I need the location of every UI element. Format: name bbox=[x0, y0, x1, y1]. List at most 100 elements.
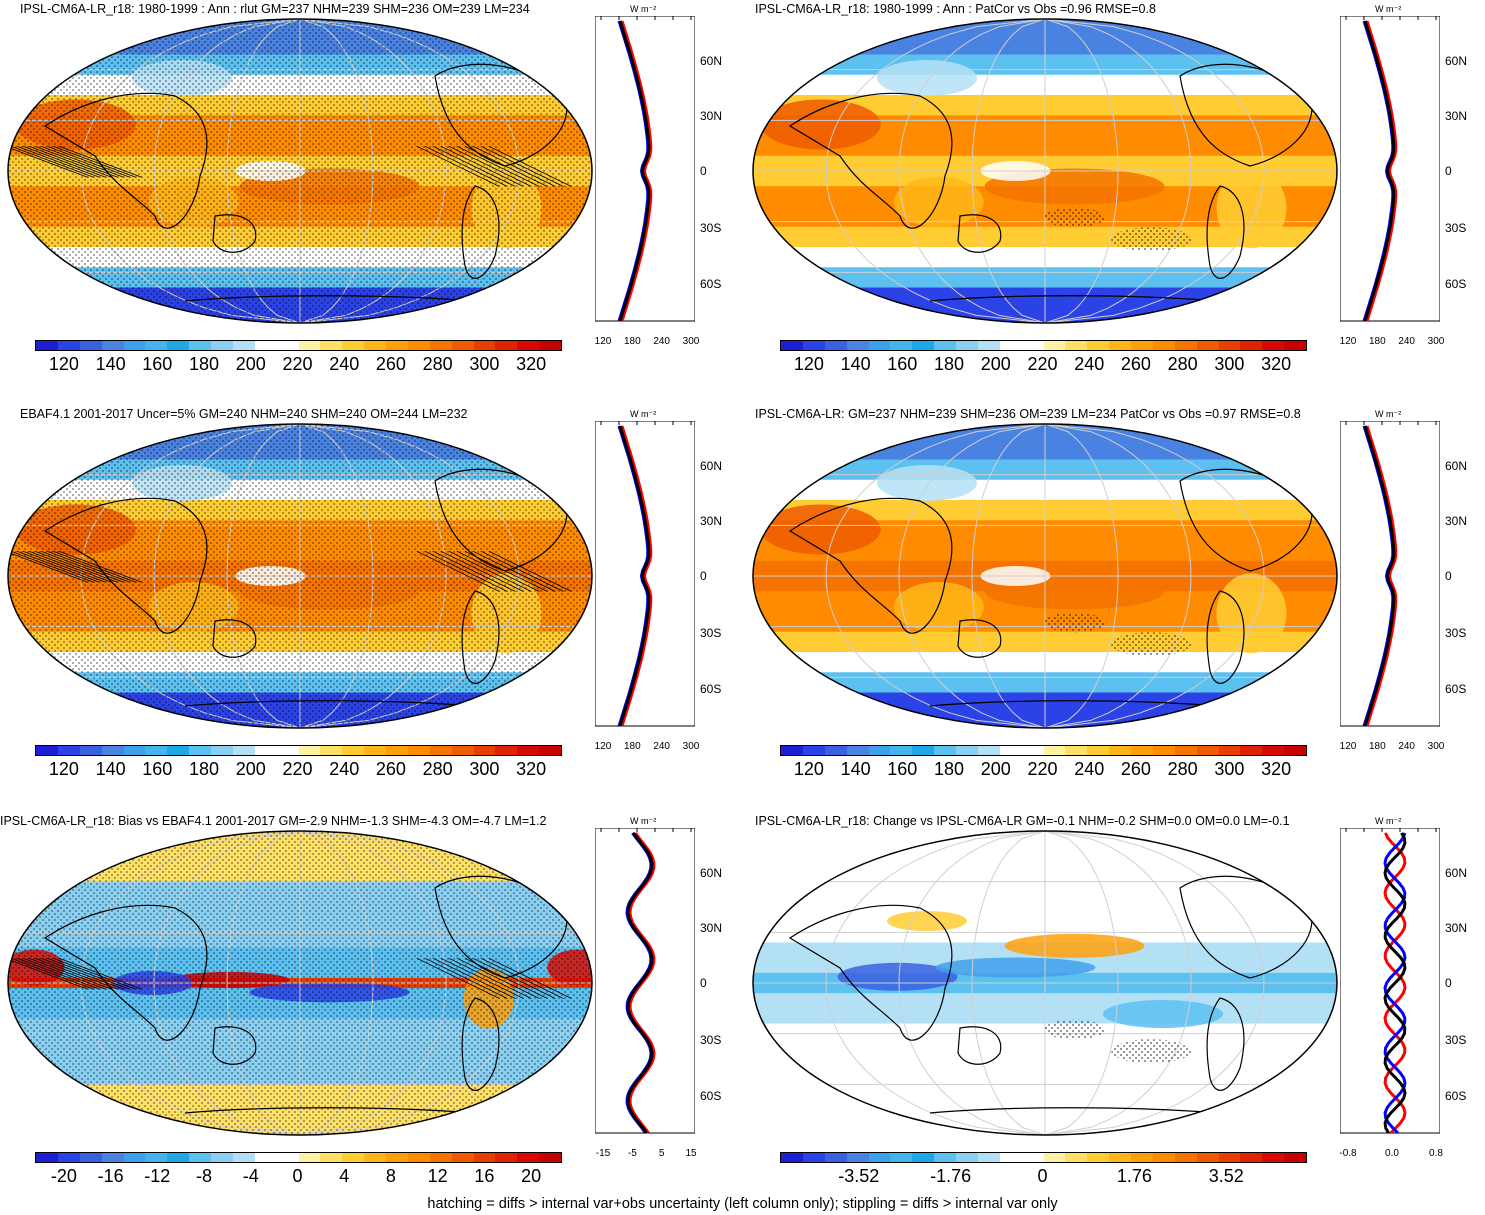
colorbar-swatch bbox=[1152, 1153, 1175, 1162]
lat-tick-label: 60N bbox=[1445, 459, 1468, 473]
zonal-x-tick-label: 5 bbox=[658, 1148, 665, 1159]
colorbar-tick-label: 140 bbox=[840, 759, 871, 779]
colorbar-swatch bbox=[167, 746, 190, 755]
lat-tick-label: 30S bbox=[700, 221, 722, 235]
colorbar-swatch bbox=[1284, 341, 1306, 350]
colorbar bbox=[35, 340, 562, 351]
colorbar-swatch bbox=[276, 746, 299, 755]
zonal-x-tick-label: -15 bbox=[595, 1148, 611, 1159]
colorbar-swatch bbox=[956, 1153, 978, 1162]
colorbar-tick-label: 180 bbox=[934, 759, 965, 779]
colorbar-swatch bbox=[211, 1153, 233, 1162]
colorbar-tick-label: 200 bbox=[235, 354, 266, 374]
colorbar-swatch bbox=[539, 341, 561, 350]
lat-tick-label: 60N bbox=[700, 54, 723, 68]
colorbar-tick-label: 280 bbox=[1167, 759, 1198, 779]
zonal-x-tick-label: 180 bbox=[1368, 741, 1386, 752]
colorbar-swatch bbox=[1109, 1153, 1131, 1162]
colorbar bbox=[35, 1152, 562, 1163]
colorbar-swatch bbox=[956, 341, 978, 350]
zonal-x-tick-label: 240 bbox=[1398, 336, 1415, 347]
colorbar-swatch bbox=[1262, 1153, 1285, 1162]
colorbar-swatch bbox=[320, 341, 343, 350]
colorbar-swatch bbox=[101, 746, 124, 755]
colorbar-swatch bbox=[495, 341, 518, 350]
colorbar-tick-label: 12 bbox=[427, 1166, 448, 1186]
colorbar-tick-label: 8 bbox=[385, 1166, 396, 1186]
colorbar-tick-label: 300 bbox=[1214, 759, 1245, 779]
zonal-unit-label: W m⁻² bbox=[630, 816, 657, 826]
colorbar-tick-label: 220 bbox=[282, 354, 313, 374]
colorbar-swatch bbox=[517, 1153, 540, 1162]
zonal-x-tick-label: 120 bbox=[1339, 336, 1357, 347]
colorbar-swatch bbox=[539, 746, 561, 755]
colorbar-swatch bbox=[890, 341, 913, 350]
colorbar-tick-label: 220 bbox=[282, 759, 313, 779]
colorbar-swatch bbox=[1131, 341, 1153, 350]
colorbar-tick-label: 180 bbox=[189, 354, 220, 374]
colorbar-tick-label: 120 bbox=[48, 354, 79, 374]
colorbar-swatch bbox=[320, 746, 343, 755]
colorbar-swatch bbox=[254, 746, 277, 755]
colorbar-labels: -20 -16 -12 -8 -4 0 4 8 12 16 20 bbox=[35, 1166, 560, 1188]
zonal-x-tick-label: 0.8 bbox=[1429, 1148, 1443, 1159]
world-map bbox=[7, 830, 593, 1136]
colorbar-swatch bbox=[1262, 341, 1285, 350]
colorbar-swatch bbox=[868, 1153, 891, 1162]
colorbar-swatch bbox=[232, 746, 255, 755]
colorbar-swatch bbox=[429, 746, 452, 755]
colorbar-swatch bbox=[1087, 1153, 1110, 1162]
colorbar-tick-label: 1.76 bbox=[1116, 1166, 1152, 1186]
colorbar-swatch bbox=[1218, 1153, 1241, 1162]
colorbar-tick-label: 140 bbox=[95, 354, 126, 374]
colorbar-swatch bbox=[495, 1153, 518, 1162]
lat-tick-label: 0 bbox=[700, 976, 707, 990]
colorbar-swatch bbox=[211, 746, 233, 755]
colorbar-tick-label: 200 bbox=[235, 759, 266, 779]
colorbar-swatch bbox=[1152, 341, 1175, 350]
colorbar-tick-label: 160 bbox=[142, 759, 173, 779]
colorbar bbox=[35, 745, 562, 756]
colorbar-swatch bbox=[1240, 1153, 1263, 1162]
colorbar-tick-label: 180 bbox=[189, 759, 220, 779]
zonal-mean-plot bbox=[595, 421, 695, 727]
colorbar-tick-label: 120 bbox=[793, 759, 824, 779]
zonal-x-tick-label: 300 bbox=[1427, 336, 1445, 347]
colorbar-swatch bbox=[781, 746, 803, 755]
lat-tick-label: 60S bbox=[1445, 277, 1467, 291]
colorbar-swatch bbox=[1152, 746, 1175, 755]
colorbar-swatch bbox=[781, 1153, 803, 1162]
colorbar-swatch bbox=[1021, 341, 1044, 350]
map-panel-p1: IPSL-CM6A-LR_r18: 1980-1999 : Ann : rlut… bbox=[0, 0, 745, 400]
colorbar-tick-label: 160 bbox=[887, 354, 918, 374]
colorbar-swatch bbox=[342, 746, 365, 755]
colorbar-swatch bbox=[145, 746, 168, 755]
colorbar-swatch bbox=[912, 746, 935, 755]
colorbar-swatch bbox=[1109, 341, 1131, 350]
colorbar-swatch bbox=[254, 1153, 277, 1162]
colorbar-swatch bbox=[824, 1153, 847, 1162]
zonal-obs-line bbox=[620, 425, 653, 727]
lat-tick-label: 30S bbox=[1445, 221, 1467, 235]
lat-tick-label: 60S bbox=[1445, 1089, 1467, 1103]
colorbar-swatch bbox=[1196, 341, 1219, 350]
colorbar-swatch bbox=[320, 1153, 343, 1162]
colorbar-tick-label: 280 bbox=[422, 759, 453, 779]
colorbar-swatch bbox=[1131, 746, 1153, 755]
colorbar-swatch bbox=[824, 341, 847, 350]
zonal-mean-plot bbox=[595, 16, 695, 322]
colorbar-swatch bbox=[1043, 341, 1066, 350]
colorbar-swatch bbox=[451, 746, 474, 755]
colorbar-swatch bbox=[189, 1153, 211, 1162]
colorbar-swatch bbox=[189, 341, 211, 350]
colorbar-swatch bbox=[1131, 1153, 1153, 1162]
lat-tick-label: 0 bbox=[1445, 569, 1452, 583]
colorbar-swatch bbox=[912, 341, 935, 350]
colorbar-tick-label: -16 bbox=[97, 1166, 124, 1186]
zonal-x-tick-label: 180 bbox=[623, 336, 641, 347]
world-map bbox=[7, 18, 593, 324]
colorbar-swatch bbox=[123, 1153, 146, 1162]
colorbar-swatch bbox=[1262, 746, 1285, 755]
lat-tick-label: 60S bbox=[1445, 682, 1467, 696]
colorbar-swatch bbox=[167, 1153, 190, 1162]
